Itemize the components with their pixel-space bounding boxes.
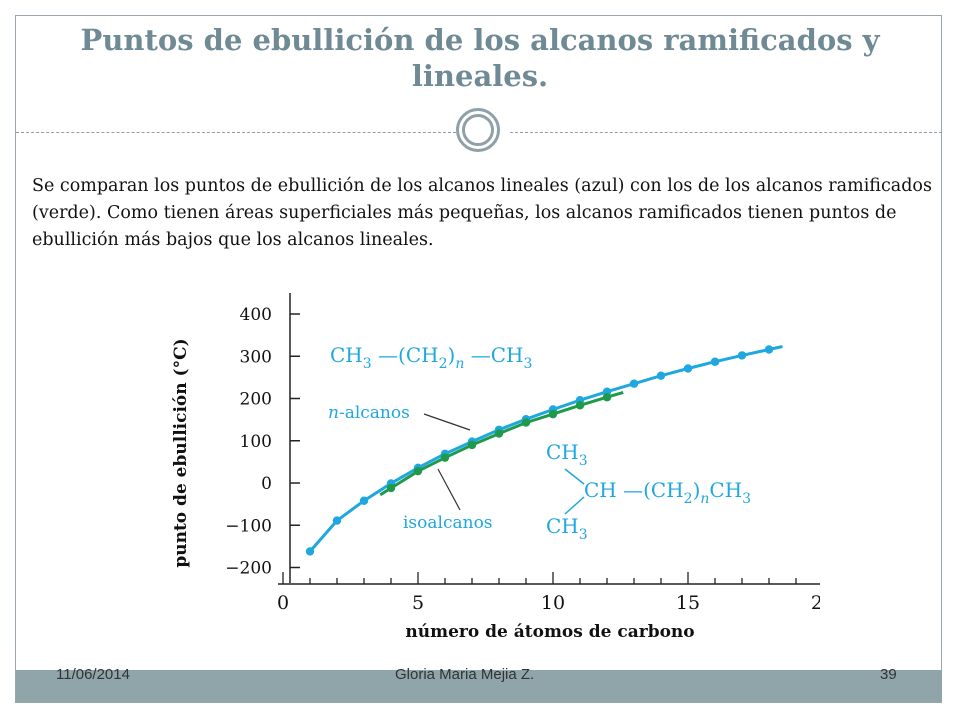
- footer-author: Gloria Maria Mejia Z.: [395, 666, 535, 683]
- y-tick-label: 100: [240, 432, 272, 452]
- branch-bond-bottom: [564, 496, 585, 515]
- slide-body-text: Se comparan los puntos de ebullición de …: [32, 176, 932, 250]
- data-point: [305, 547, 315, 556]
- data-point: [602, 393, 612, 402]
- data-point: [629, 379, 639, 388]
- n-alcanos-leader-line: [423, 413, 471, 431]
- branched-formula-middle: CH —(CH2)nCH3: [584, 478, 751, 507]
- isoalcanos-leader-line: [437, 468, 461, 511]
- footer-date: 11/06/2014: [56, 666, 130, 683]
- x-tick-label: 10: [541, 592, 565, 614]
- data-point: [359, 496, 369, 505]
- x-axis-title: número de átomos de carbono: [405, 622, 694, 642]
- chart-annotations: CH3 —(CH2)n —CH3 n-alcanos isoalcanos CH3 CH…: [328, 343, 751, 543]
- y-tick-label: −200: [225, 559, 272, 579]
- branch-bond-top: [564, 468, 585, 485]
- x-tick-label: 15: [676, 592, 700, 614]
- footer-page-number: 39: [880, 666, 897, 683]
- data-point: [575, 401, 585, 410]
- data-point: [656, 371, 666, 380]
- data-point: [683, 364, 693, 373]
- data-point: [494, 429, 504, 438]
- n-alcanos-label: n-alcanos: [328, 403, 410, 423]
- data-point: [764, 345, 774, 354]
- branched-formula-bottom: CH3: [546, 514, 588, 543]
- divider-ring-inner-icon: [462, 114, 494, 146]
- data-point: [467, 440, 477, 450]
- data-point: [548, 409, 558, 419]
- data-point: [737, 351, 747, 360]
- y-tick-label: 300: [240, 347, 272, 367]
- x-tick-label: 20: [811, 592, 820, 614]
- chart-series: [305, 345, 783, 556]
- y-tick-label: 200: [240, 390, 272, 410]
- x-tick-label: 5: [412, 592, 424, 614]
- branched-formula-top: CH3: [546, 440, 588, 469]
- isoalcanos-label: isoalcanos: [403, 513, 493, 533]
- y-tick-label: 400: [240, 305, 272, 325]
- linear-alkane-formula: CH3 —(CH2)n —CH3: [330, 343, 532, 372]
- slide-title: Puntos de ebullición de los alcanos rami…: [80, 23, 880, 93]
- data-point: [413, 466, 423, 476]
- y-tick-label: −100: [225, 516, 272, 536]
- data-point: [710, 357, 720, 366]
- y-axis-title: punto de ebullición (°C): [171, 338, 191, 567]
- x-tick-label: 0: [277, 592, 289, 614]
- data-point: [386, 483, 396, 493]
- data-point: [521, 418, 531, 427]
- slide-frame: [15, 15, 942, 703]
- title-divider-right: [510, 132, 942, 133]
- data-point: [440, 453, 450, 462]
- data-point: [332, 516, 342, 525]
- title-divider-left: [16, 132, 456, 133]
- footer-band: [16, 670, 942, 702]
- y-tick-label: 0: [261, 474, 272, 494]
